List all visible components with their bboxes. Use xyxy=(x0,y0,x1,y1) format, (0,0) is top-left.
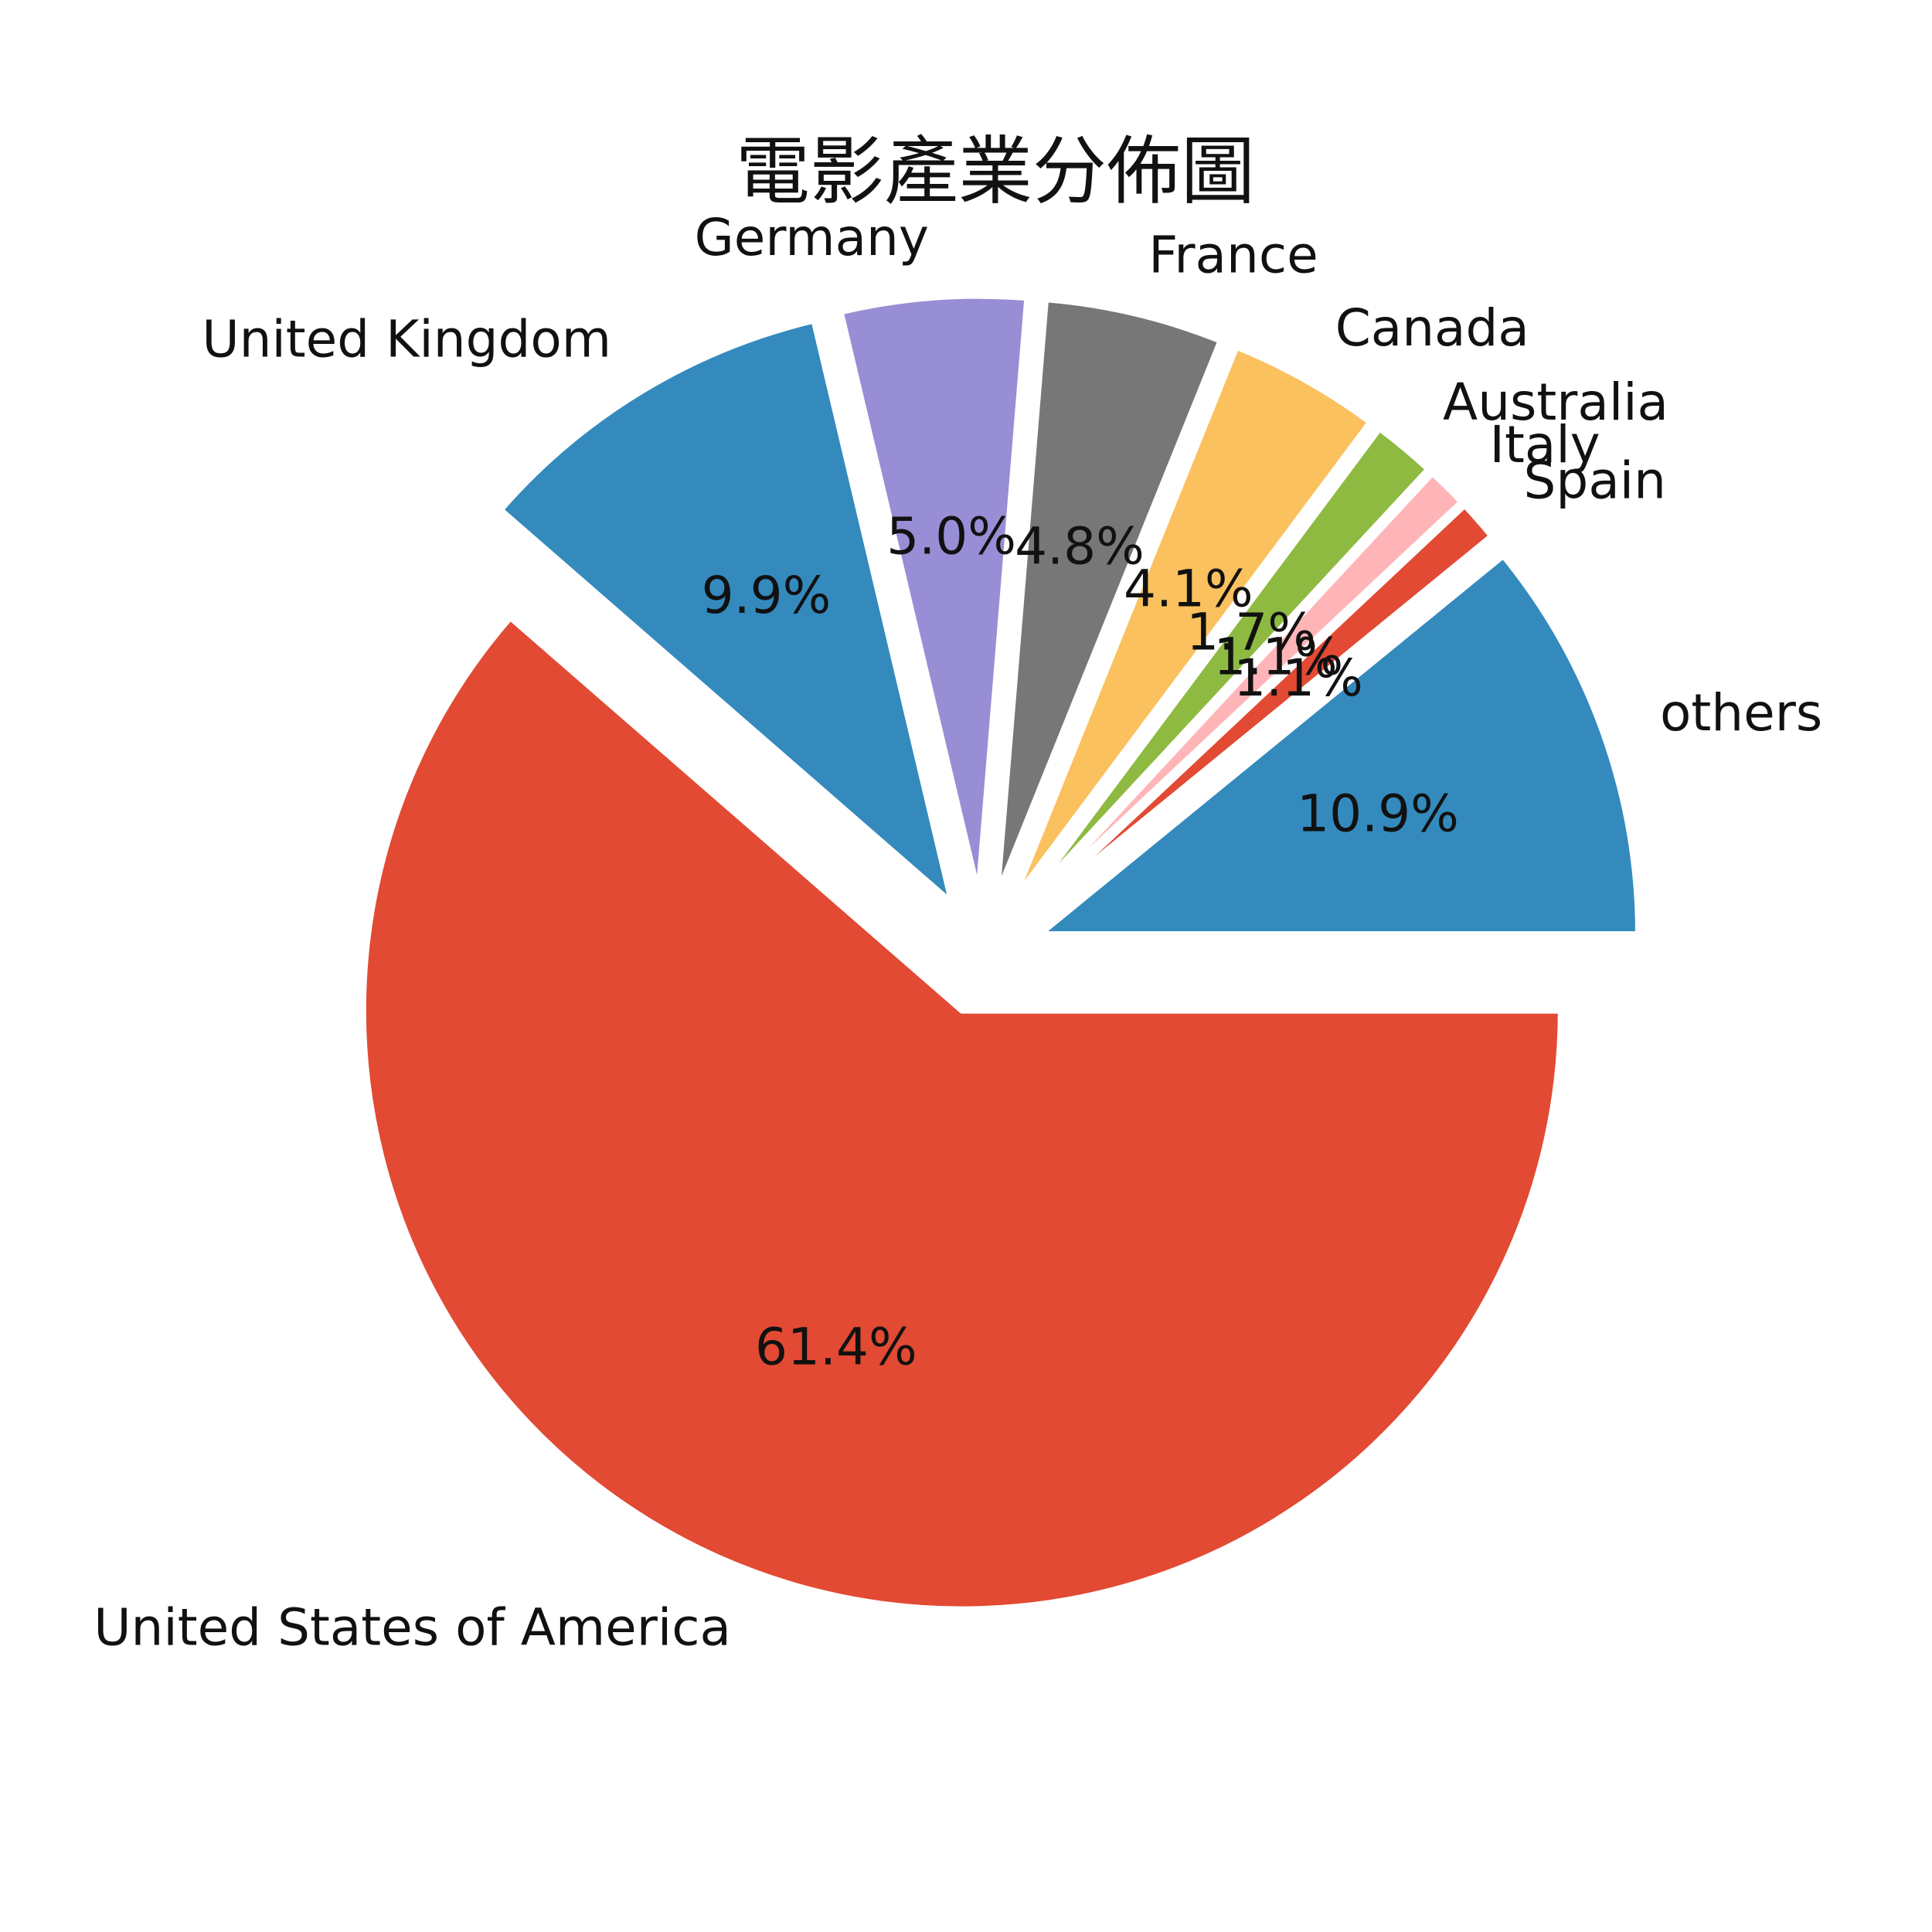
pie-slice-australia xyxy=(1018,425,1432,912)
category-label-italy: Italy xyxy=(1490,415,1600,474)
percent-label-spain: 1.1% xyxy=(1233,648,1363,708)
percent-label-canada: 4.1% xyxy=(1124,560,1253,619)
category-label-united-states-of-america: United States of America xyxy=(94,1597,731,1657)
pie-slice-united-states-of-america xyxy=(359,614,1564,1613)
pie-slice-others xyxy=(1036,552,1641,937)
category-label-germany: Germany xyxy=(695,208,929,267)
percent-label-france: 4.8% xyxy=(1015,517,1145,577)
category-label-australia: Australia xyxy=(1443,372,1668,432)
category-label-canada: Canada xyxy=(1335,298,1529,358)
percent-labels: 61.4% 9.9% 5.0%4.8%4.1%1.7%1.1%1.1% 10.9% xyxy=(702,507,1459,1377)
category-label-others: others xyxy=(1660,683,1822,743)
percent-label-australia: 1.7% xyxy=(1186,603,1316,662)
percent-label-united-states-of-america: 61.4% xyxy=(755,1318,917,1377)
percent-label-others: 10.9% xyxy=(1297,784,1459,843)
chart-title: 電影產業分佈圖 xyxy=(736,128,1255,215)
pie-slice-france xyxy=(993,296,1224,900)
pie-slice-spain xyxy=(1025,502,1495,918)
percent-label-germany: 5.0% xyxy=(886,507,1016,566)
category-label-spain: Spain xyxy=(1524,451,1666,511)
category-labels: United States of America United Kingdom Ge… xyxy=(94,208,1822,1657)
pie-slice-united-kingdom xyxy=(497,317,955,906)
pie-slice-germany xyxy=(837,292,1031,898)
percent-label-united-kingdom: 9.9% xyxy=(702,566,832,625)
pie-slice-canada xyxy=(1009,343,1374,906)
percent-label-italy: 1.1% xyxy=(1214,628,1344,687)
category-label-united-kingdom: United Kingdom xyxy=(202,310,611,369)
pie-slices xyxy=(359,292,1641,1613)
category-label-france: France xyxy=(1148,226,1318,285)
pie-slice-italy xyxy=(1022,469,1465,916)
